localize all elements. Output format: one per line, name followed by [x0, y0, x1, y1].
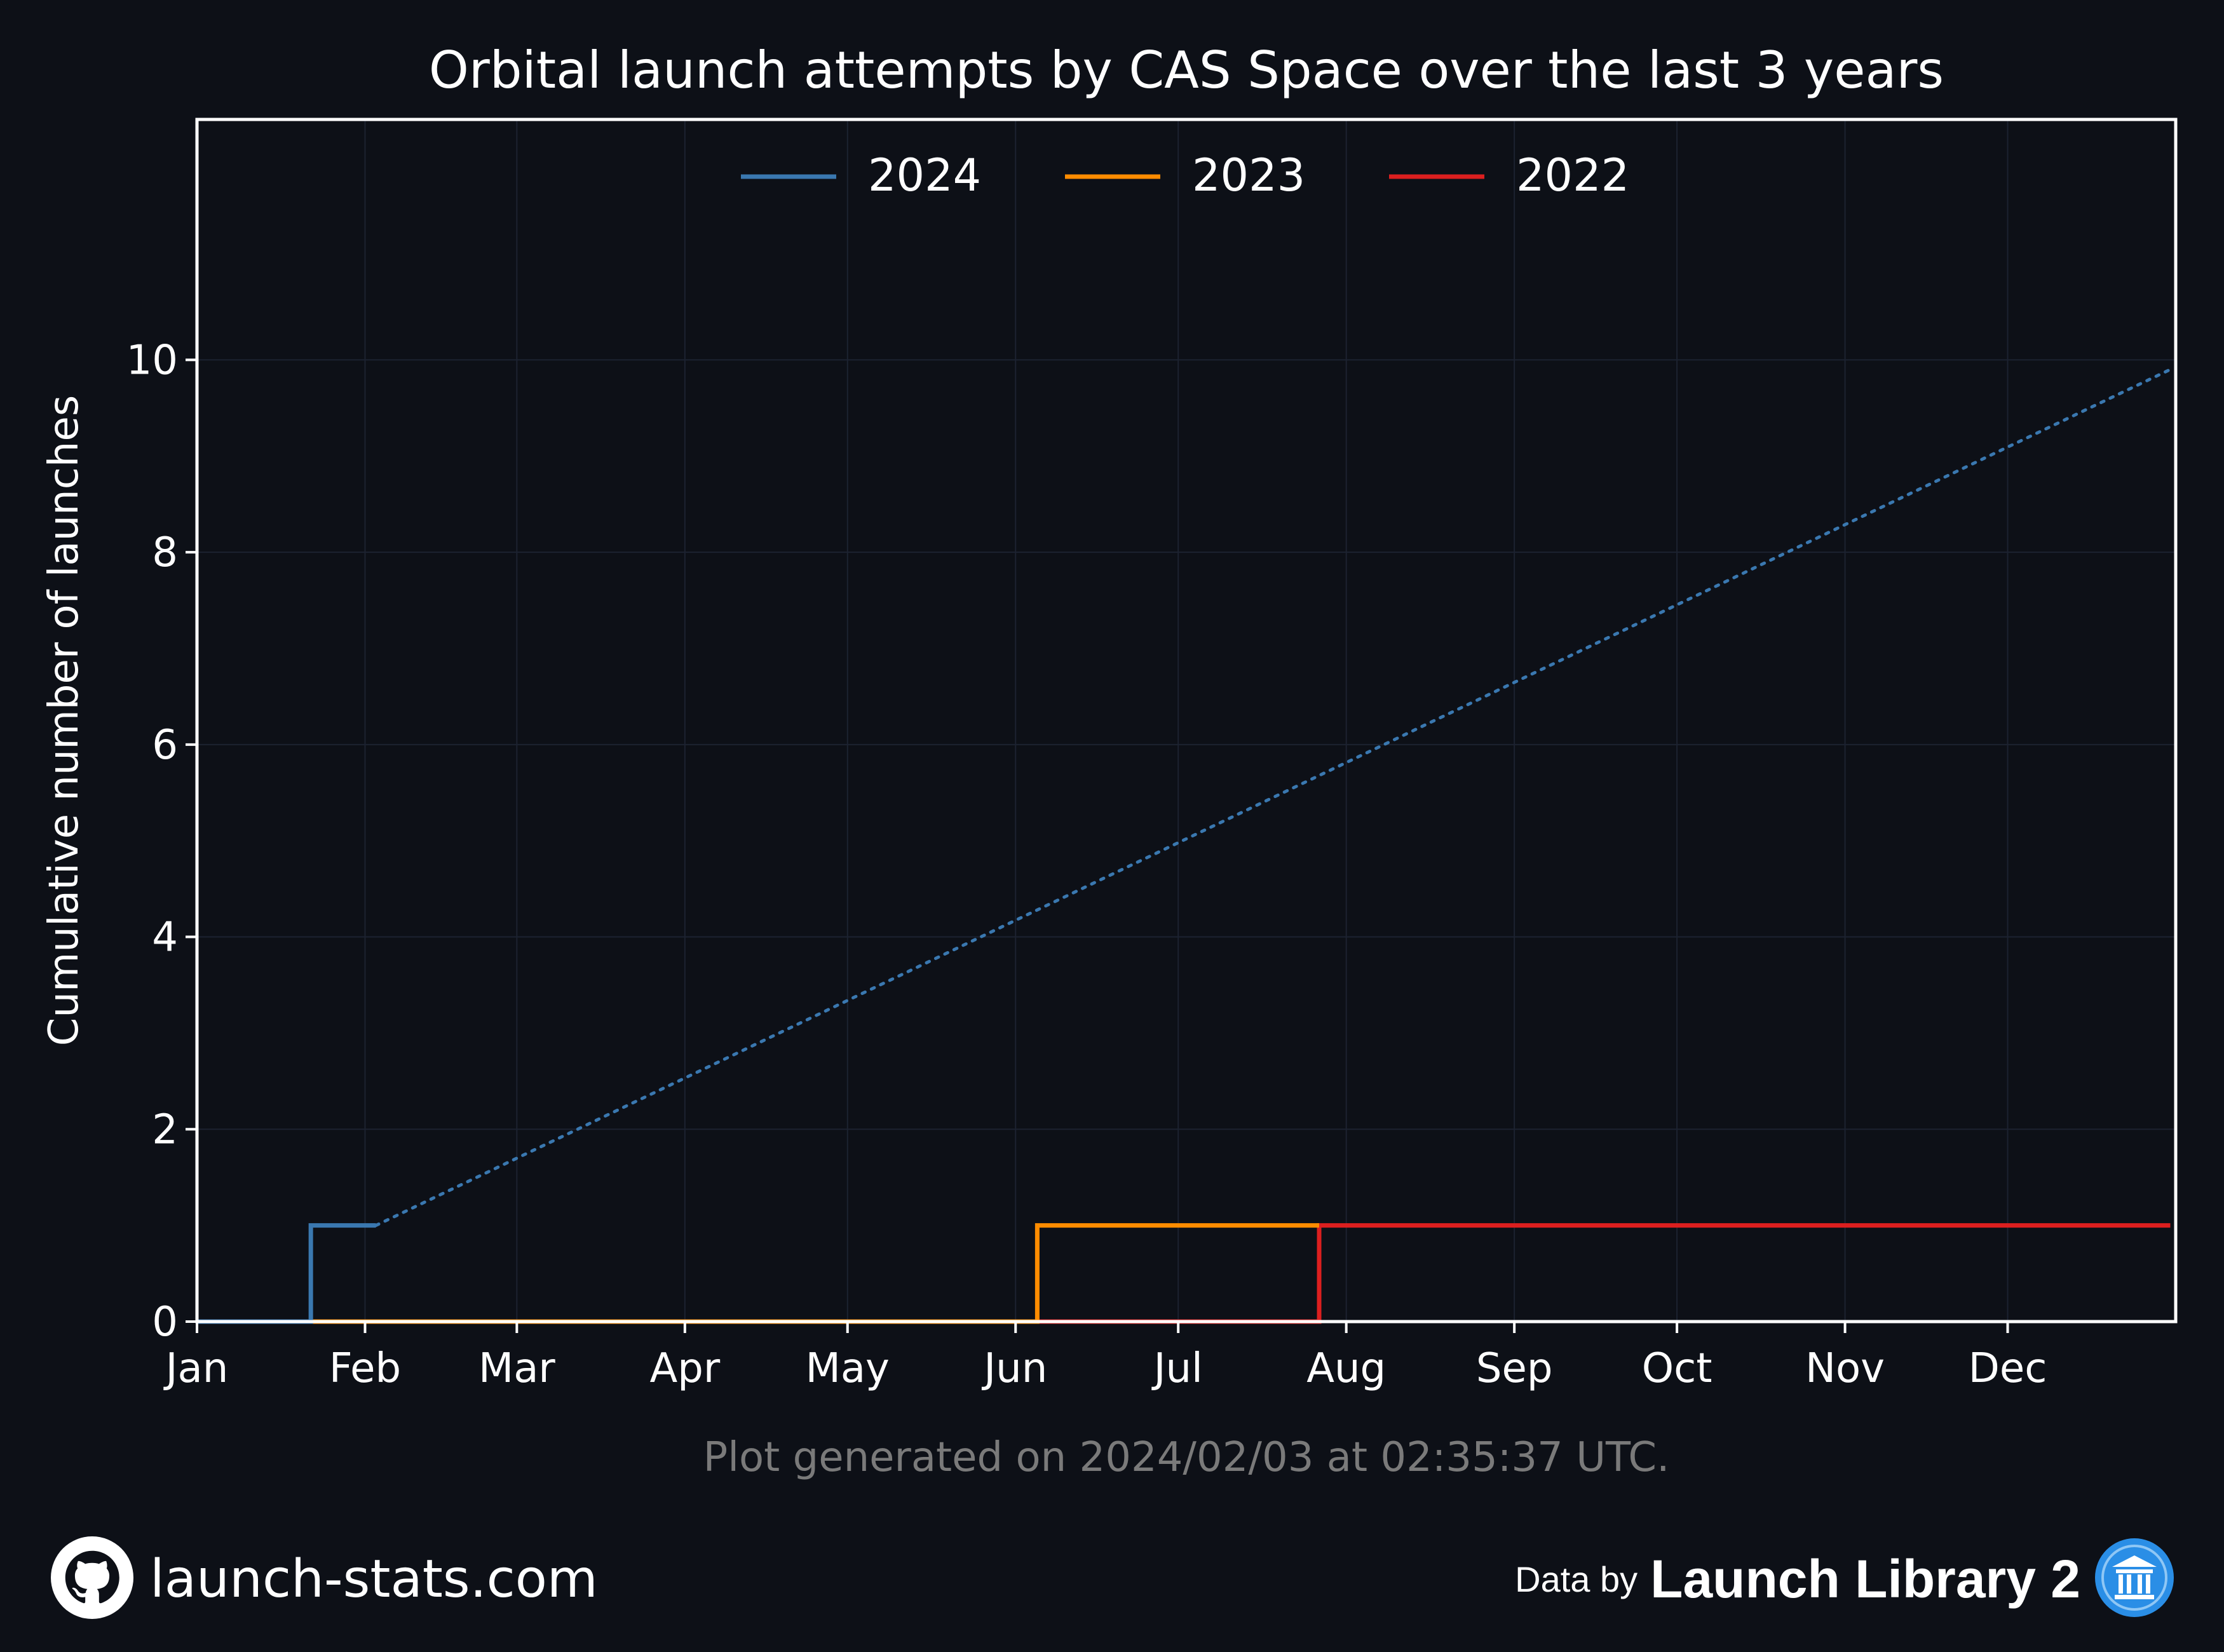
x-tick-label: Mar	[478, 1345, 555, 1392]
site-link[interactable]: launch-stats.com	[150, 1548, 598, 1609]
x-tick-label: Dec	[1969, 1345, 2047, 1392]
x-tick-label: Sep	[1476, 1345, 1553, 1392]
y-tick-label: 2	[152, 1106, 178, 1153]
x-tick-label: Jan	[163, 1345, 229, 1392]
footer-site[interactable]: launch-stats.com	[51, 1534, 598, 1623]
x-tick-label: Nov	[1805, 1345, 1885, 1392]
chart-title: Orbital launch attempts by CAS Space ove…	[429, 41, 1944, 100]
data-by-label: Data by	[1515, 1559, 1638, 1599]
x-tick-label: Oct	[1642, 1345, 1712, 1392]
y-tick-label: 4	[152, 914, 178, 961]
x-tick-label: Feb	[329, 1345, 401, 1392]
series-line-2024	[197, 1223, 376, 1324]
footer-source[interactable]: Data by Launch Library 2	[1515, 1534, 2176, 1623]
y-axis: 0 2 4 6 8 10	[126, 337, 197, 1346]
series-group	[197, 368, 2172, 1324]
legend-label: 2022	[1516, 149, 1629, 201]
y-tick-label: 8	[152, 529, 178, 576]
x-tick-label: Aug	[1306, 1345, 1386, 1392]
plot-frame	[195, 118, 2178, 1324]
source-name[interactable]: Launch Library 2	[1650, 1548, 2080, 1609]
legend: 2024 2023 2022	[741, 149, 1629, 201]
footnote: Plot generated on 2024/02/03 at 02:35:37…	[703, 1434, 1670, 1481]
y-axis-label: Cumulative number of launches	[41, 395, 88, 1046]
series-line-2022	[197, 1223, 2171, 1324]
x-tick-label: May	[806, 1345, 890, 1392]
legend-label: 2023	[1192, 149, 1305, 201]
x-tick-label: Jun	[981, 1345, 1047, 1392]
legend-label: 2024	[868, 149, 981, 201]
projection-line-2024	[374, 368, 2172, 1228]
x-tick-label: Apr	[649, 1345, 720, 1392]
github-icon	[51, 1536, 133, 1622]
x-tick-label: Jul	[1151, 1345, 1203, 1392]
launch-library-icon	[2093, 1536, 2176, 1622]
y-tick-label: 10	[126, 337, 178, 384]
grid	[196, 119, 2176, 1322]
y-tick-label: 0	[152, 1299, 178, 1346]
y-tick-label: 6	[152, 722, 178, 769]
x-axis: Jan Feb Mar Apr May Jun Jul Aug Sep Oct Nov Dec	[163, 1322, 2047, 1392]
